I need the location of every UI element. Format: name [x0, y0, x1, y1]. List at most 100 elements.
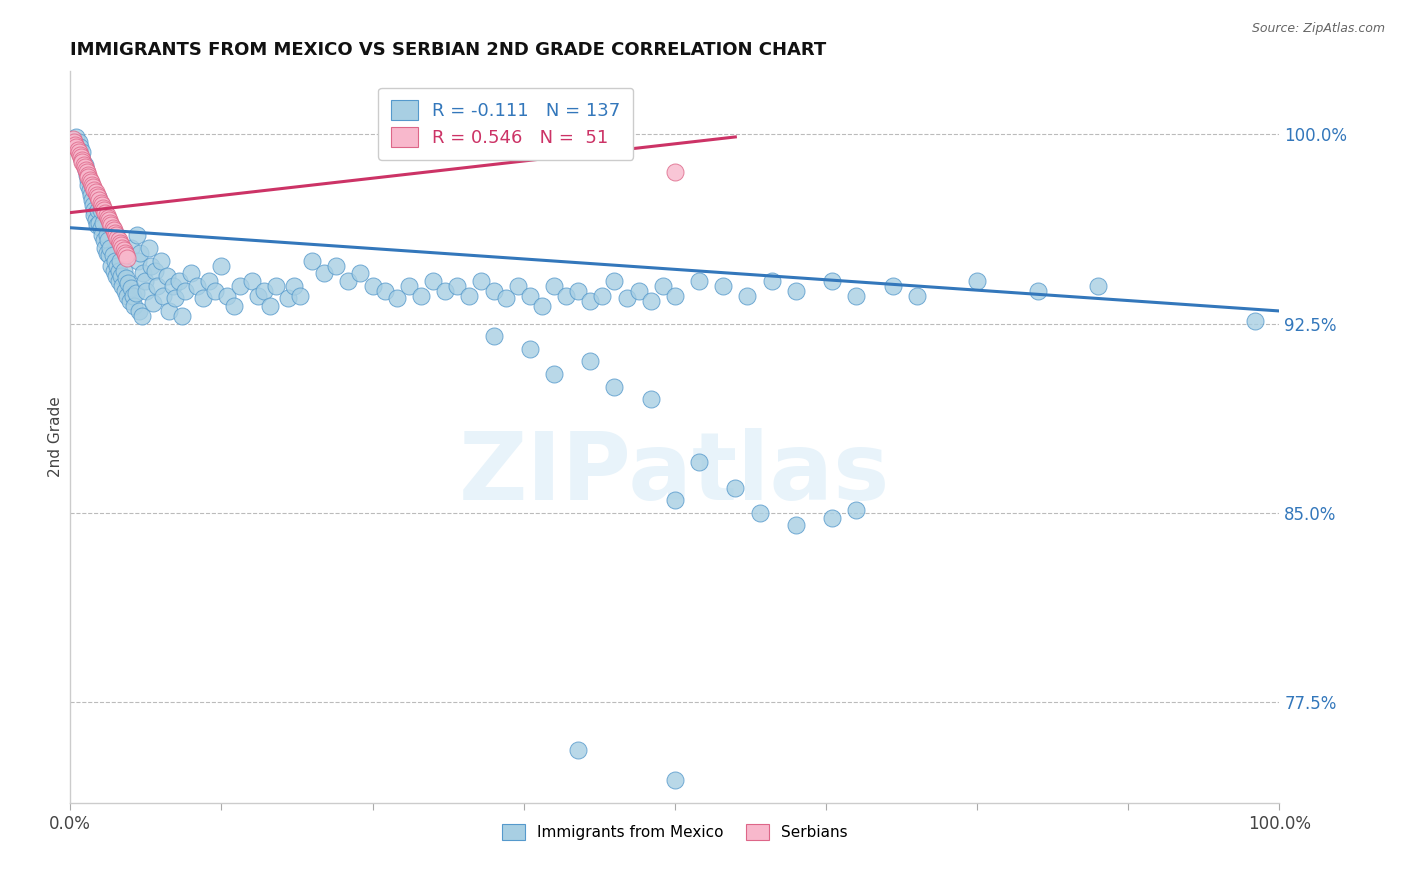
Point: [87, 190, 110, 204]
Point: [80, 175, 103, 189]
Point: [89, 193, 111, 207]
Point: [204, 284, 226, 298]
Point: [124, 299, 146, 313]
Point: [543, 278, 565, 293]
Point: [134, 274, 156, 288]
Point: [105, 228, 128, 243]
Point: [966, 274, 988, 288]
Point: [120, 241, 142, 255]
Point: [374, 284, 396, 298]
Point: [664, 289, 686, 303]
Point: [167, 274, 190, 288]
Point: [519, 289, 541, 303]
Point: [112, 244, 135, 258]
Point: [409, 289, 432, 303]
Point: [84, 213, 107, 227]
Point: [761, 274, 783, 288]
Point: [174, 284, 197, 298]
Point: [93, 203, 115, 218]
Point: [458, 289, 481, 303]
Point: [845, 503, 868, 517]
Point: [519, 342, 541, 356]
Point: [146, 278, 169, 293]
Point: [77, 173, 100, 187]
Point: [79, 173, 101, 187]
Point: [97, 233, 120, 247]
Text: IMMIGRANTS FROM MEXICO VS SERBIAN 2ND GRADE CORRELATION CHART: IMMIGRANTS FROM MEXICO VS SERBIAN 2ND GR…: [70, 41, 827, 59]
Point: [96, 208, 118, 222]
Text: ZIPatlas: ZIPatlas: [460, 427, 890, 520]
Point: [882, 278, 904, 293]
Point: [198, 274, 221, 288]
Point: [434, 284, 457, 298]
Point: [107, 274, 129, 288]
Point: [143, 263, 166, 277]
Point: [724, 481, 747, 495]
Point: [1026, 284, 1049, 298]
Point: [77, 170, 100, 185]
Point: [785, 284, 807, 298]
Point: [361, 278, 384, 293]
Point: [301, 253, 323, 268]
Point: [77, 168, 100, 182]
Point: [124, 286, 146, 301]
Point: [83, 183, 105, 197]
Point: [75, 162, 97, 177]
Point: [737, 289, 759, 303]
Point: [62, 132, 84, 146]
Point: [385, 291, 408, 305]
Point: [349, 266, 371, 280]
Point: [640, 293, 662, 308]
Point: [82, 198, 104, 212]
Point: [65, 130, 87, 145]
Point: [555, 289, 578, 303]
Point: [82, 180, 104, 194]
Point: [90, 220, 111, 235]
Point: [470, 274, 492, 288]
Point: [86, 188, 108, 202]
Point: [104, 226, 127, 240]
Point: [76, 168, 98, 182]
Point: [97, 211, 120, 225]
Point: [98, 216, 121, 230]
Point: [150, 253, 172, 268]
Point: [579, 354, 602, 368]
Point: [84, 186, 107, 200]
Point: [83, 203, 105, 218]
Point: [107, 259, 129, 273]
Point: [627, 284, 650, 298]
Point: [111, 241, 134, 255]
Point: [73, 158, 96, 172]
Point: [603, 379, 626, 393]
Point: [567, 743, 589, 757]
Point: [104, 253, 127, 268]
Point: [170, 309, 193, 323]
Point: [193, 291, 215, 305]
Point: [75, 162, 97, 177]
Point: [530, 299, 553, 313]
Point: [80, 178, 103, 192]
Point: [86, 218, 108, 232]
Point: [107, 231, 129, 245]
Point: [100, 259, 122, 273]
Legend: Immigrants from Mexico, Serbians: Immigrants from Mexico, Serbians: [495, 817, 855, 847]
Point: [222, 299, 245, 313]
Point: [129, 246, 152, 260]
Point: [115, 289, 138, 303]
Point: [845, 289, 868, 303]
Point: [162, 278, 184, 293]
Point: [98, 241, 121, 255]
Point: [87, 203, 110, 218]
Point: [1087, 278, 1109, 293]
Point: [688, 274, 710, 288]
Point: [664, 773, 686, 788]
Point: [114, 246, 136, 260]
Point: [264, 278, 287, 293]
Point: [101, 220, 124, 235]
Point: [325, 259, 347, 273]
Point: [314, 266, 336, 280]
Point: [101, 248, 124, 262]
Point: [76, 165, 98, 179]
Point: [90, 198, 112, 212]
Point: [103, 223, 125, 237]
